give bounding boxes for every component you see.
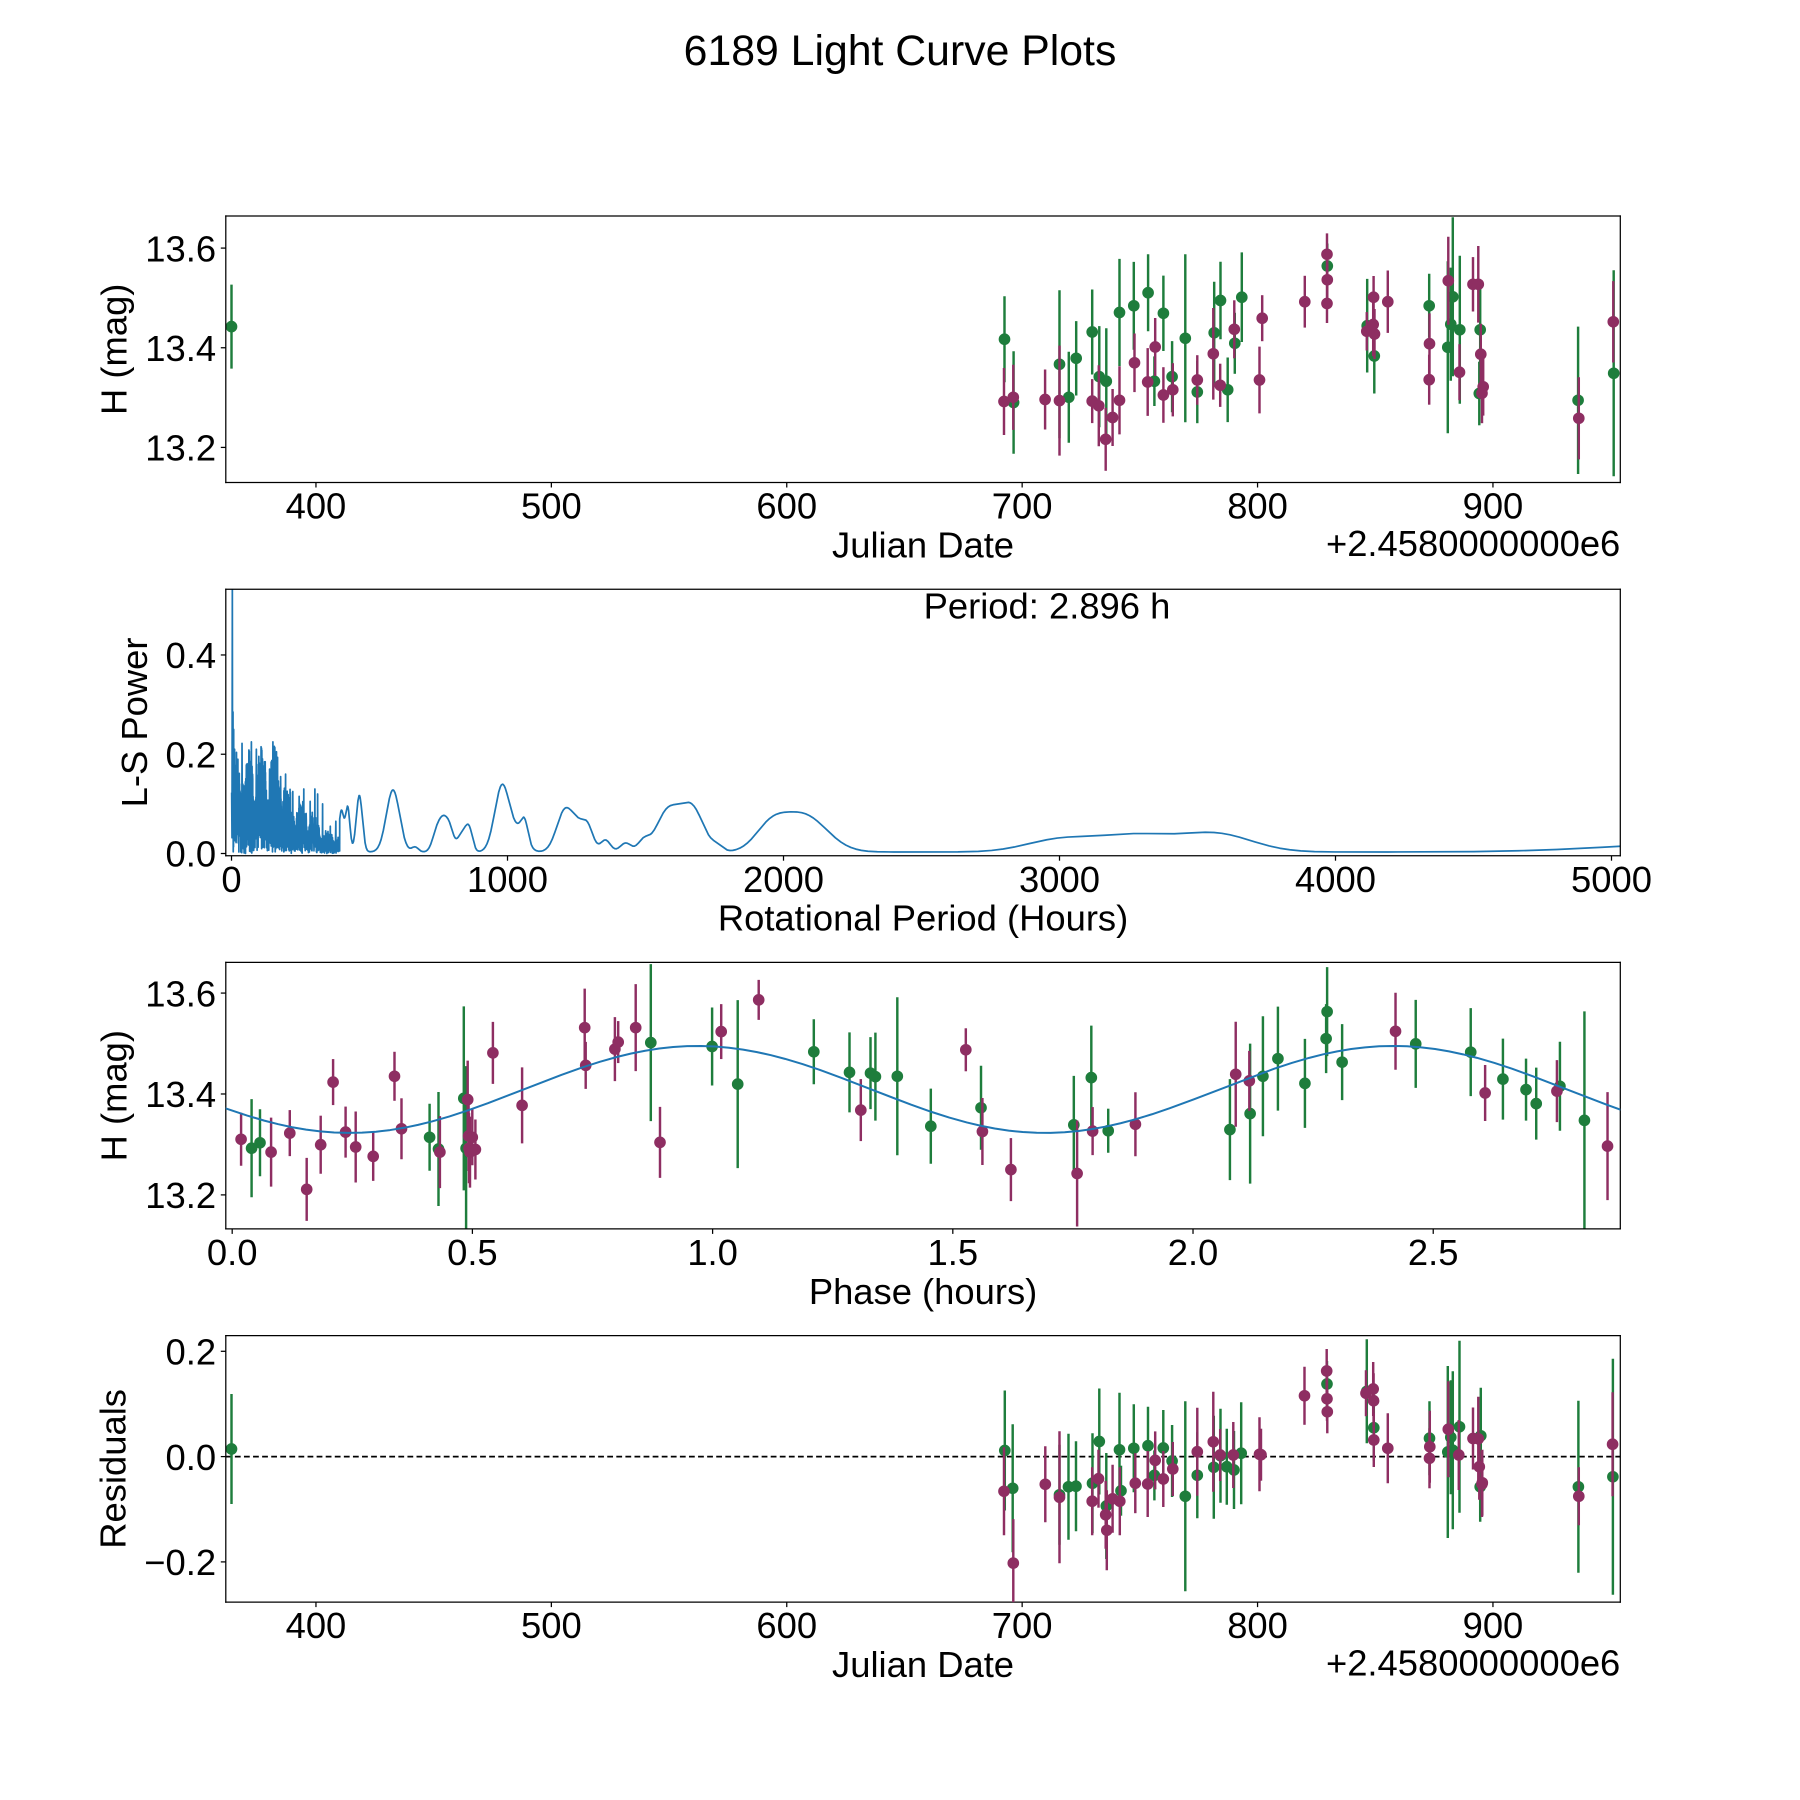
- svg-text:Julian Date: Julian Date: [832, 525, 1014, 566]
- svg-text:0.2: 0.2: [165, 734, 216, 775]
- svg-text:13.4: 13.4: [145, 1074, 216, 1115]
- svg-text:1.0: 1.0: [687, 1232, 738, 1273]
- svg-text:13.2: 13.2: [145, 1175, 216, 1216]
- svg-text:Julian Date: Julian Date: [832, 1644, 1014, 1685]
- svg-text:4000: 4000: [1295, 859, 1376, 900]
- svg-text:Residuals: Residuals: [93, 1389, 134, 1549]
- svg-text:H (mag): H (mag): [94, 284, 135, 415]
- svg-text:L-S Power: L-S Power: [114, 638, 155, 808]
- svg-text:0.4: 0.4: [165, 635, 216, 676]
- svg-text:Rotational Period (Hours): Rotational Period (Hours): [718, 898, 1128, 939]
- svg-text:800: 800: [1227, 486, 1288, 527]
- svg-text:1000: 1000: [467, 859, 548, 900]
- svg-text:6189 Light Curve Plots: 6189 Light Curve Plots: [684, 27, 1117, 75]
- svg-text:600: 600: [756, 1605, 817, 1646]
- svg-text:0.0: 0.0: [207, 1232, 258, 1273]
- svg-text:Period: 2.896 h: Period: 2.896 h: [924, 585, 1171, 626]
- svg-text:H (mag): H (mag): [94, 1030, 135, 1161]
- svg-text:+2.4580000000e6: +2.4580000000e6: [1326, 523, 1620, 564]
- svg-text:2.5: 2.5: [1408, 1232, 1459, 1273]
- svg-text:0.0: 0.0: [165, 834, 216, 875]
- svg-text:400: 400: [286, 1605, 347, 1646]
- svg-text:900: 900: [1463, 1605, 1524, 1646]
- svg-text:900: 900: [1463, 486, 1524, 527]
- svg-text:13.6: 13.6: [145, 973, 216, 1014]
- svg-text:2000: 2000: [743, 859, 824, 900]
- svg-text:0: 0: [221, 859, 241, 900]
- svg-text:3000: 3000: [1019, 859, 1100, 900]
- svg-text:700: 700: [992, 1605, 1053, 1646]
- svg-text:5000: 5000: [1571, 859, 1652, 900]
- svg-text:Phase (hours): Phase (hours): [809, 1271, 1037, 1312]
- svg-text:1.5: 1.5: [928, 1232, 979, 1273]
- svg-text:600: 600: [756, 486, 817, 527]
- svg-text:+2.4580000000e6: +2.4580000000e6: [1326, 1643, 1620, 1684]
- svg-text:−0.2: −0.2: [144, 1542, 216, 1583]
- svg-text:500: 500: [521, 1605, 582, 1646]
- svg-text:0.2: 0.2: [165, 1331, 216, 1372]
- svg-text:13.4: 13.4: [145, 328, 216, 369]
- svg-text:13.6: 13.6: [145, 228, 216, 269]
- svg-text:2.0: 2.0: [1168, 1232, 1219, 1273]
- svg-text:0.0: 0.0: [165, 1437, 216, 1478]
- svg-text:800: 800: [1227, 1605, 1288, 1646]
- svg-text:500: 500: [521, 486, 582, 527]
- svg-text:0.5: 0.5: [447, 1232, 498, 1273]
- svg-text:13.2: 13.2: [145, 428, 216, 469]
- svg-text:400: 400: [286, 486, 347, 527]
- svg-text:700: 700: [992, 486, 1053, 527]
